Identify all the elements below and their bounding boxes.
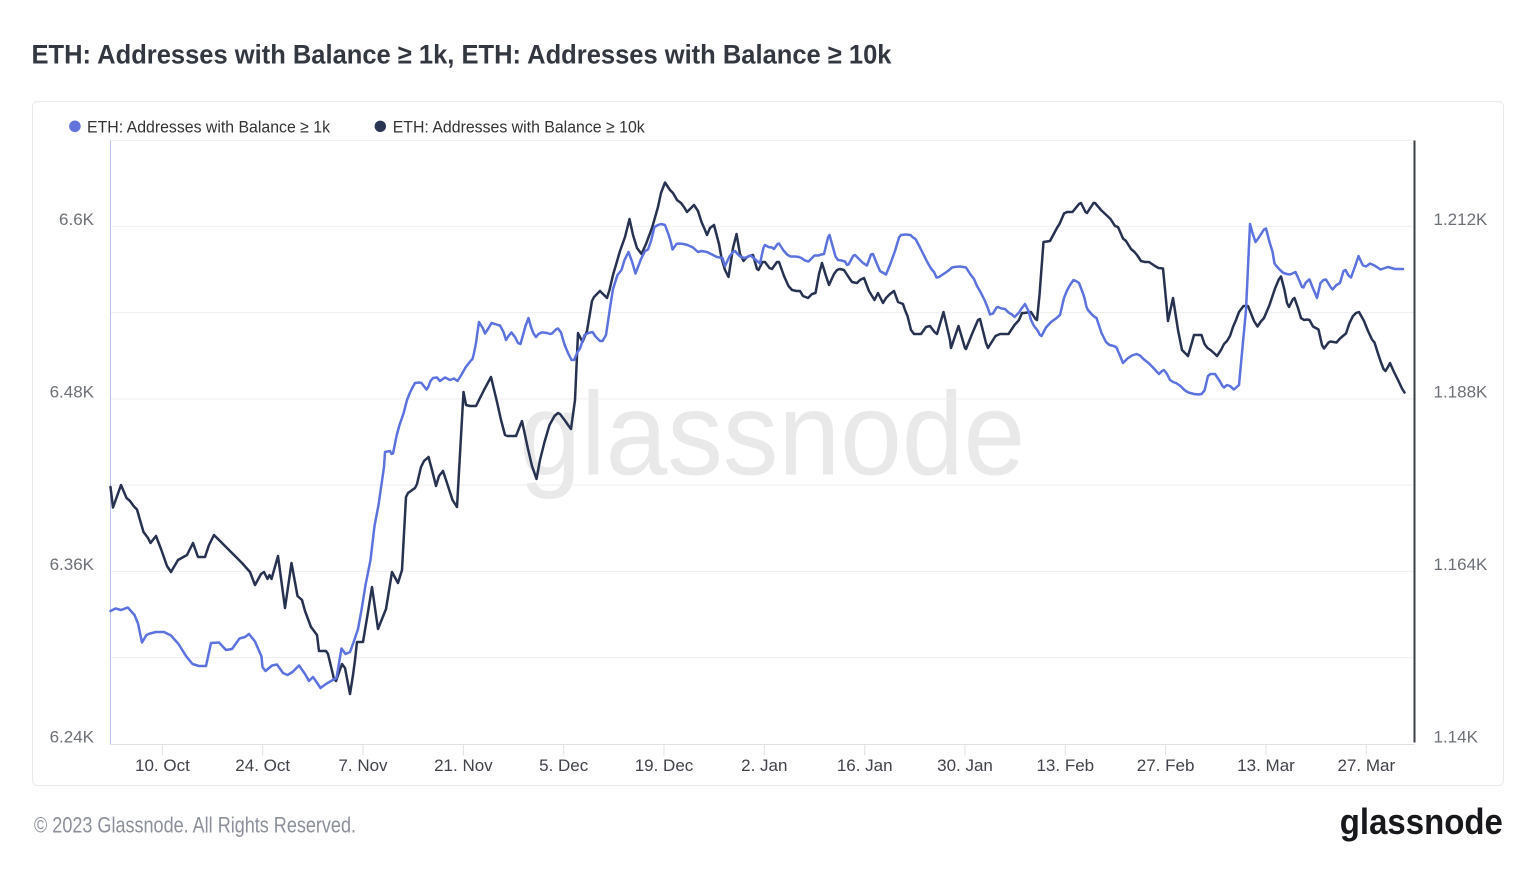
svg-text:6.6K: 6.6K bbox=[59, 210, 95, 229]
svg-text:13. Feb: 13. Feb bbox=[1036, 756, 1094, 775]
svg-text:ETH: Addresses with Balance ≥: ETH: Addresses with Balance ≥ 1k bbox=[87, 117, 330, 136]
svg-text:1.14K: 1.14K bbox=[1434, 727, 1479, 746]
svg-text:6.24K: 6.24K bbox=[50, 727, 95, 746]
svg-text:1.188K: 1.188K bbox=[1434, 382, 1489, 401]
svg-text:2. Jan: 2. Jan bbox=[741, 756, 787, 775]
svg-text:ETH: Addresses with Balance ≥: ETH: Addresses with Balance ≥ 1k, ETH: A… bbox=[32, 40, 893, 70]
svg-text:glassnode: glassnode bbox=[519, 368, 1025, 500]
svg-text:1.164K: 1.164K bbox=[1434, 555, 1489, 574]
svg-text:1.212K: 1.212K bbox=[1434, 210, 1489, 229]
svg-text:6.36K: 6.36K bbox=[50, 555, 95, 574]
svg-text:ETH: Addresses with Balance ≥: ETH: Addresses with Balance ≥ 10k bbox=[393, 117, 645, 136]
svg-text:glassnode: glassnode bbox=[1340, 801, 1503, 842]
svg-text:6.48K: 6.48K bbox=[50, 382, 95, 401]
svg-text:30. Jan: 30. Jan bbox=[937, 756, 993, 775]
svg-text:5. Dec: 5. Dec bbox=[539, 756, 589, 775]
svg-text:27. Feb: 27. Feb bbox=[1137, 756, 1195, 775]
svg-text:© 2023 Glassnode. All Rights R: © 2023 Glassnode. All Rights Reserved. bbox=[34, 813, 356, 838]
svg-text:24. Oct: 24. Oct bbox=[235, 756, 290, 775]
svg-text:16. Jan: 16. Jan bbox=[837, 756, 893, 775]
svg-text:13. Mar: 13. Mar bbox=[1237, 756, 1295, 775]
svg-text:19. Dec: 19. Dec bbox=[635, 756, 694, 775]
svg-text:7. Nov: 7. Nov bbox=[338, 756, 388, 775]
svg-text:27. Mar: 27. Mar bbox=[1337, 756, 1395, 775]
svg-text:21. Nov: 21. Nov bbox=[434, 756, 493, 775]
svg-text:10. Oct: 10. Oct bbox=[135, 756, 190, 775]
